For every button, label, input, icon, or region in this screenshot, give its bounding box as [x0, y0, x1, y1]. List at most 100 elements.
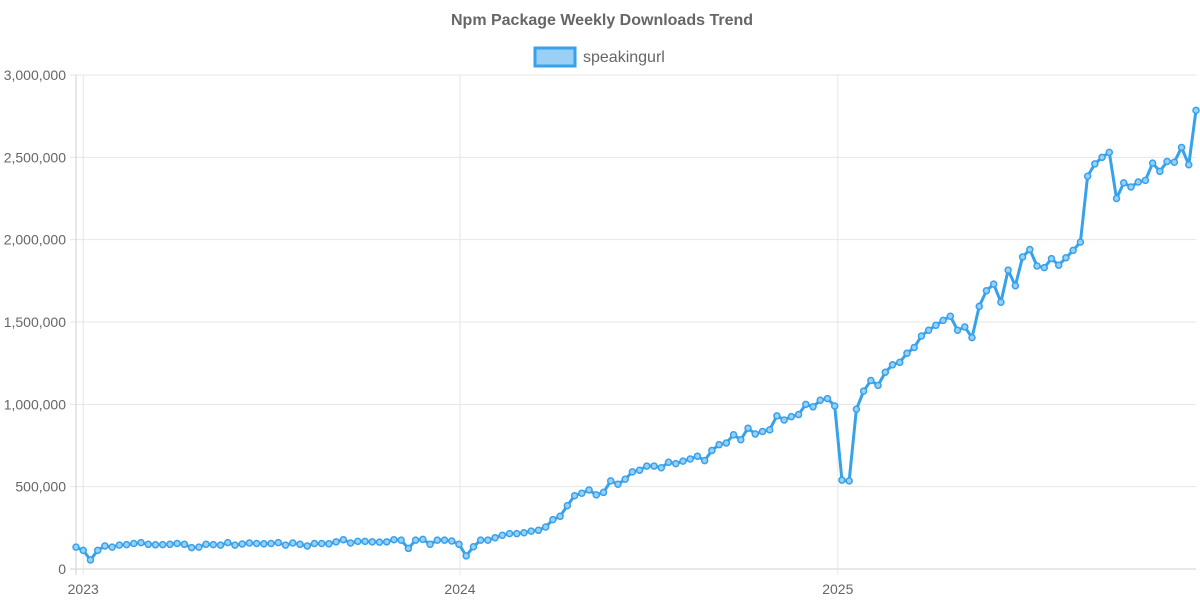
data-point[interactable] [1156, 167, 1164, 176]
data-point[interactable] [1112, 194, 1121, 203]
data-point[interactable] [317, 539, 326, 548]
data-point[interactable] [671, 459, 680, 468]
data-point[interactable] [303, 542, 311, 550]
data-point[interactable] [939, 316, 947, 325]
data-point[interactable] [895, 358, 904, 367]
data-point[interactable] [101, 542, 109, 550]
data-point[interactable] [1192, 106, 1200, 115]
data-point[interactable] [462, 552, 470, 560]
data-point[interactable] [830, 402, 839, 410]
data-point[interactable] [520, 529, 528, 537]
data-point[interactable] [708, 446, 716, 455]
data-point[interactable] [585, 486, 593, 494]
data-point[interactable] [989, 280, 998, 288]
data-point[interactable] [476, 536, 485, 544]
data-point[interactable] [614, 480, 622, 488]
data-point[interactable] [79, 546, 87, 555]
data-point[interactable] [997, 298, 1005, 306]
data-point[interactable] [650, 462, 658, 470]
data-point[interactable] [296, 540, 304, 549]
data-point[interactable] [758, 427, 767, 436]
data-point[interactable] [209, 540, 218, 549]
data-point[interactable] [621, 475, 629, 484]
data-point[interactable] [1033, 262, 1041, 270]
data-point[interactable] [932, 321, 940, 330]
data-point[interactable] [310, 539, 319, 548]
data-point[interactable] [281, 541, 290, 549]
data-point[interactable] [910, 343, 918, 352]
data-point[interactable] [643, 462, 651, 470]
data-point[interactable] [513, 529, 521, 538]
data-point[interactable] [187, 543, 196, 552]
data-point[interactable] [447, 537, 456, 545]
data-point[interactable] [722, 439, 731, 447]
data-point[interactable] [325, 540, 333, 548]
data-point[interactable] [433, 536, 442, 544]
data-point[interactable] [794, 410, 803, 419]
data-point[interactable] [1134, 178, 1142, 186]
data-point[interactable] [679, 457, 687, 465]
data-point[interactable] [780, 416, 788, 424]
data-point[interactable] [158, 540, 167, 549]
data-point[interactable] [874, 381, 882, 390]
data-point[interactable] [917, 332, 926, 340]
data-point[interactable] [773, 412, 781, 420]
data-point[interactable] [72, 543, 80, 551]
data-point[interactable] [1148, 159, 1157, 167]
data-point[interactable] [173, 539, 181, 548]
data-point[interactable] [498, 531, 507, 539]
data-point[interactable] [375, 538, 384, 546]
data-point[interactable] [137, 538, 145, 547]
data-point[interactable] [1083, 172, 1092, 181]
data-point[interactable] [1141, 176, 1150, 185]
data-point[interactable] [346, 539, 355, 547]
data-point[interactable] [744, 424, 752, 432]
data-point[interactable] [765, 426, 774, 434]
data-point[interactable] [686, 455, 694, 463]
data-point[interactable] [180, 540, 189, 549]
data-point[interactable] [549, 515, 557, 524]
data-point[interactable] [700, 456, 709, 465]
data-point[interactable] [903, 349, 911, 358]
data-point[interactable] [267, 539, 275, 548]
data-point[interactable] [469, 543, 478, 551]
data-point[interactable] [144, 540, 153, 549]
data-point[interactable] [274, 538, 283, 547]
data-point[interactable] [606, 477, 615, 485]
data-point[interactable] [260, 540, 268, 548]
legend-label[interactable]: speakingurl [583, 49, 665, 66]
data-point[interactable] [1091, 160, 1099, 168]
data-point[interactable] [332, 538, 340, 546]
data-point[interactable] [223, 538, 232, 547]
data-point[interactable] [657, 463, 666, 472]
data-point[interactable] [816, 396, 825, 404]
data-point[interactable] [455, 540, 463, 549]
data-point[interactable] [809, 403, 817, 411]
data-point[interactable] [231, 541, 239, 549]
data-point[interactable] [1011, 282, 1020, 290]
data-point[interactable] [130, 539, 138, 548]
data-point[interactable] [924, 326, 933, 334]
data-point[interactable] [982, 286, 991, 295]
data-point[interactable] [751, 430, 759, 438]
data-point[interactable] [216, 541, 225, 549]
data-point[interactable] [946, 312, 955, 320]
data-point[interactable] [151, 541, 160, 549]
data-point[interactable] [484, 536, 492, 544]
data-point[interactable] [1170, 158, 1179, 167]
data-point[interactable] [1163, 157, 1171, 166]
data-point[interactable] [1054, 261, 1063, 269]
data-point[interactable] [737, 435, 745, 444]
data-point[interactable] [339, 535, 348, 544]
data-point[interactable] [202, 540, 210, 549]
data-point[interactable] [238, 540, 246, 548]
data-point[interactable] [1177, 143, 1186, 152]
data-point[interactable] [419, 535, 427, 544]
data-point[interactable] [715, 440, 723, 449]
data-point[interactable] [968, 333, 976, 342]
data-point[interactable] [252, 539, 261, 548]
data-point[interactable] [440, 536, 449, 544]
data-point[interactable] [368, 538, 377, 546]
data-point[interactable] [527, 527, 535, 535]
data-point[interactable] [961, 323, 969, 331]
